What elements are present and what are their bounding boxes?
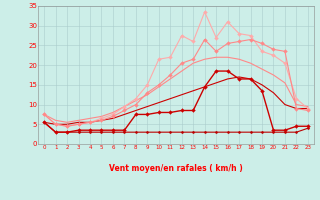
X-axis label: Vent moyen/en rafales ( km/h ): Vent moyen/en rafales ( km/h ): [109, 164, 243, 173]
